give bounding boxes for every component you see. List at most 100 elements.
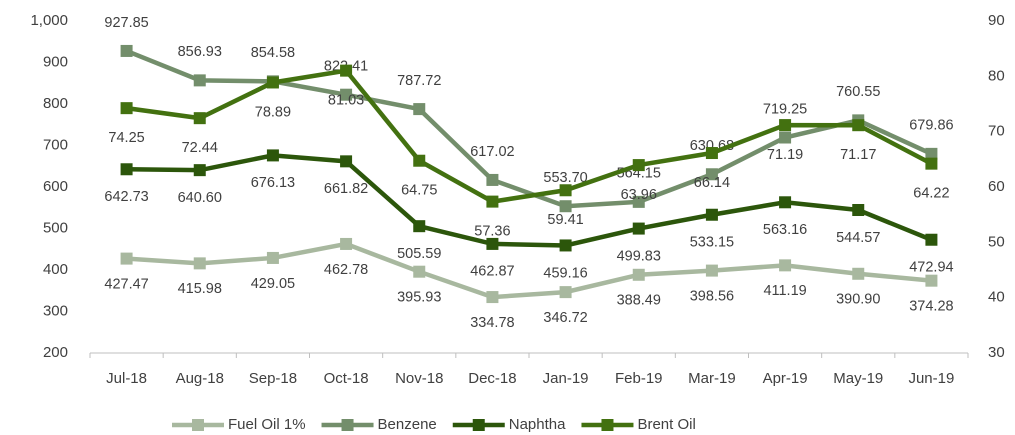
data-label: 74.25 (108, 130, 144, 146)
series-line (126, 241, 932, 300)
x-tick-label: Oct-18 (324, 370, 369, 387)
data-label: 78.89 (255, 104, 291, 120)
x-tick-label: Jul-18 (106, 370, 147, 387)
marker (925, 233, 938, 246)
data-label: 679.86 (909, 118, 953, 134)
y2-tick-label: 90 (988, 12, 1005, 29)
legend-label: Benzene (378, 416, 437, 433)
data-label: 395.93 (397, 290, 441, 306)
data-label: 71.19 (767, 147, 803, 163)
data-label: 505.59 (397, 246, 441, 262)
data-label: 429.05 (251, 276, 295, 292)
y-tick-label: 200 (43, 344, 68, 361)
marker (486, 291, 499, 304)
data-label: 415.98 (178, 281, 222, 297)
x-tick-label: Jun-19 (908, 370, 954, 387)
marker (559, 239, 572, 252)
data-label: 533.15 (690, 235, 734, 251)
marker (486, 173, 499, 186)
data-label: 66.14 (694, 175, 730, 191)
data-label: 398.56 (690, 288, 734, 304)
marker (632, 159, 645, 172)
y2-tick-label: 70 (988, 123, 1005, 140)
x-tick-label: Mar-19 (688, 370, 736, 387)
data-label: 71.17 (840, 147, 876, 163)
x-tick-label: Sep-18 (249, 370, 297, 387)
marker (120, 44, 133, 57)
marker (120, 252, 133, 265)
data-label: 719.25 (763, 101, 807, 117)
data-label: 346.72 (543, 310, 587, 326)
series-line (125, 48, 933, 209)
marker (340, 88, 353, 101)
marker (632, 222, 645, 235)
data-label: 787.72 (397, 73, 441, 89)
y-tick-label: 500 (43, 219, 68, 236)
marker (852, 204, 865, 217)
marker (193, 164, 206, 177)
y2-tick-label: 40 (988, 289, 1005, 306)
marker (120, 163, 133, 176)
data-label: 388.49 (617, 293, 661, 309)
y-tick-label: 600 (43, 178, 68, 195)
y2-tick-label: 50 (988, 233, 1005, 250)
marker (852, 267, 865, 280)
marker (266, 251, 279, 264)
data-label: 927.85 (104, 15, 148, 31)
data-label: 374.28 (909, 299, 953, 315)
marker (193, 257, 206, 270)
data-label: 640.60 (178, 190, 222, 206)
y2-tick-label: 30 (988, 344, 1005, 361)
data-label: 661.82 (324, 181, 368, 197)
data-label: 856.93 (178, 44, 222, 60)
marker (413, 103, 426, 116)
marker (779, 131, 792, 144)
marker (632, 268, 645, 281)
data-label: 462.78 (324, 262, 368, 278)
marker (559, 286, 572, 299)
legend-label: Brent Oil (637, 416, 695, 433)
x-tick-label: Feb-19 (615, 370, 663, 387)
data-label: 760.55 (836, 84, 880, 100)
marker (486, 195, 499, 208)
y-tick-label: 300 (43, 302, 68, 319)
marker (413, 220, 426, 233)
data-label: 334.78 (470, 315, 514, 331)
x-tick-label: Apr-19 (763, 370, 808, 387)
data-label: 72.44 (182, 140, 218, 156)
legend-marker (472, 419, 485, 431)
data-label: 472.94 (909, 260, 953, 276)
marker (193, 74, 206, 87)
legend-marker (341, 419, 354, 431)
x-tick-label: Dec-18 (468, 370, 516, 387)
marker (779, 119, 792, 132)
data-label: 563.16 (763, 222, 807, 238)
y-tick-label: 1,000 (30, 12, 68, 29)
data-label: 57.36 (474, 223, 510, 239)
y-tick-label: 900 (43, 53, 68, 70)
marker (340, 155, 353, 168)
marker (413, 154, 426, 167)
legend-label: Fuel Oil 1% (228, 416, 306, 433)
marker (340, 237, 353, 250)
marker (266, 149, 279, 162)
marker (705, 168, 718, 181)
marker (779, 196, 792, 209)
marker (779, 259, 792, 272)
marker (559, 184, 572, 197)
marker (193, 112, 206, 125)
data-label: 59.41 (547, 212, 583, 228)
data-label: 64.22 (913, 185, 949, 201)
marker (705, 264, 718, 277)
marker (340, 64, 353, 77)
series-line (126, 153, 933, 248)
marker (705, 147, 718, 160)
y-tick-label: 700 (43, 136, 68, 153)
marker (852, 119, 865, 132)
marker (266, 76, 279, 89)
marker (120, 102, 133, 115)
data-label: 390.90 (836, 292, 880, 308)
marker (925, 274, 938, 287)
y2-tick-label: 80 (988, 67, 1005, 84)
